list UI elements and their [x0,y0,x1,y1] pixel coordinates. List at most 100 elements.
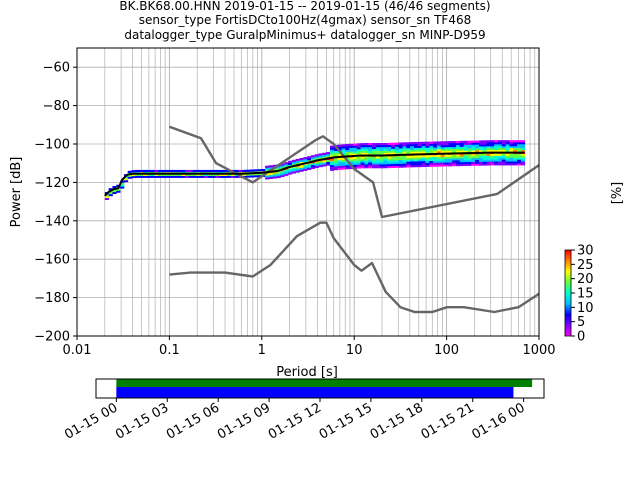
heatmap-cell [452,148,457,151]
coverage-tick-label: 01-15 21 [419,400,477,442]
heatmap-cell [482,140,487,143]
heatmap-cell [440,141,445,144]
heatmap-cell [295,162,300,165]
heatmap-cell [501,144,507,147]
heatmap-cell [379,160,384,163]
heatmap-cell [402,150,407,153]
heatmap-cell [349,157,354,160]
heatmap-cell [345,147,350,151]
heatmap-cell [513,161,518,164]
heatmap-cell [440,154,445,157]
heatmap-cell [520,163,526,166]
heatmap-cell [471,150,476,153]
heatmap-cell [181,169,186,173]
heatmap-cell [196,173,201,176]
heatmap-cell [475,157,480,161]
heatmap-cell [326,161,331,164]
heatmap-cell [413,143,419,147]
heatmap-cell [337,144,342,147]
heatmap-cell [123,178,129,181]
heatmap-cell [490,145,495,149]
heatmap-cell [513,140,518,143]
heatmap-cell [356,158,361,161]
heatmap-cell [509,155,514,158]
heatmap-cell [406,146,411,149]
heatmap-cell [383,152,388,155]
heatmap-cell [391,148,396,151]
heatmap-cell [383,158,388,161]
heatmap-cell [322,156,327,159]
heatmap-cell [368,148,373,152]
heatmap-cell [513,163,518,166]
heatmap-cell [337,146,342,149]
heatmap-cell [490,161,495,164]
y-tick-label: −180 [34,291,70,306]
heatmap-cell [257,173,262,176]
heatmap-cell [387,163,392,167]
heatmap-cell [402,165,407,168]
heatmap-cell [494,159,499,162]
heatmap-cell [288,172,293,175]
heatmap-cell [433,151,438,154]
heatmap-cell [356,151,361,154]
heatmap-cell [322,152,327,155]
heatmap-cell [520,145,526,149]
heatmap-cell [398,152,403,155]
heatmap-cell [265,167,270,170]
heatmap-cell [360,143,365,146]
heatmap-cell [467,154,472,157]
heatmap-cell [364,162,369,165]
heatmap-cell [276,175,281,179]
heatmap-cell [173,169,178,173]
heatmap-cell [475,150,480,153]
heatmap-cell [215,169,220,173]
heatmap-cell [303,168,308,171]
heatmap-cell [513,142,518,145]
heatmap-cell [165,173,171,176]
heatmap-cell [455,160,461,163]
heatmap-cell [455,146,461,149]
heatmap-cell [196,175,201,178]
heatmap-cell [322,160,327,163]
ppsd-heatmap [104,140,526,200]
heatmap-cell [429,164,434,167]
heatmap-cell [417,164,423,168]
heatmap-cell [364,166,369,169]
heatmap-cell [104,197,110,200]
heatmap-cell [517,144,522,147]
heatmap-cell [517,163,522,166]
heatmap-cell [425,160,430,164]
heatmap-cell [410,157,415,160]
heatmap-cell [349,153,354,156]
heatmap-cell [517,159,522,162]
heatmap-cell [490,157,495,160]
heatmap-cell [452,154,457,157]
heatmap-cell [505,144,510,147]
heatmap-cell [372,164,377,167]
heatmap-cell [410,163,415,166]
colorbar-tick-label: 30 [577,244,594,259]
heatmap-cell [383,142,388,146]
heatmap-cell [154,175,159,178]
heatmap-cell [429,162,434,165]
heatmap-cell [112,189,117,193]
heatmap-cell [341,151,346,155]
heatmap-cell [482,149,487,153]
heatmap-cell [452,144,457,148]
heatmap-cell [433,160,438,163]
heatmap-cell [158,169,163,173]
heatmap-cell [505,163,510,166]
heatmap-cell [200,173,205,176]
coverage-bar-used [116,387,514,398]
heatmap-cell [509,149,514,152]
heatmap-cell [421,164,426,168]
heatmap-cell [452,140,457,144]
heatmap-cell [475,146,480,149]
heatmap-cell [520,155,526,158]
heatmap-cell [314,163,319,167]
heatmap-cell [368,146,373,150]
heatmap-cell [142,169,148,173]
heatmap-cell [318,162,323,166]
heatmap-cell [368,162,373,165]
heatmap-cell [436,143,442,146]
